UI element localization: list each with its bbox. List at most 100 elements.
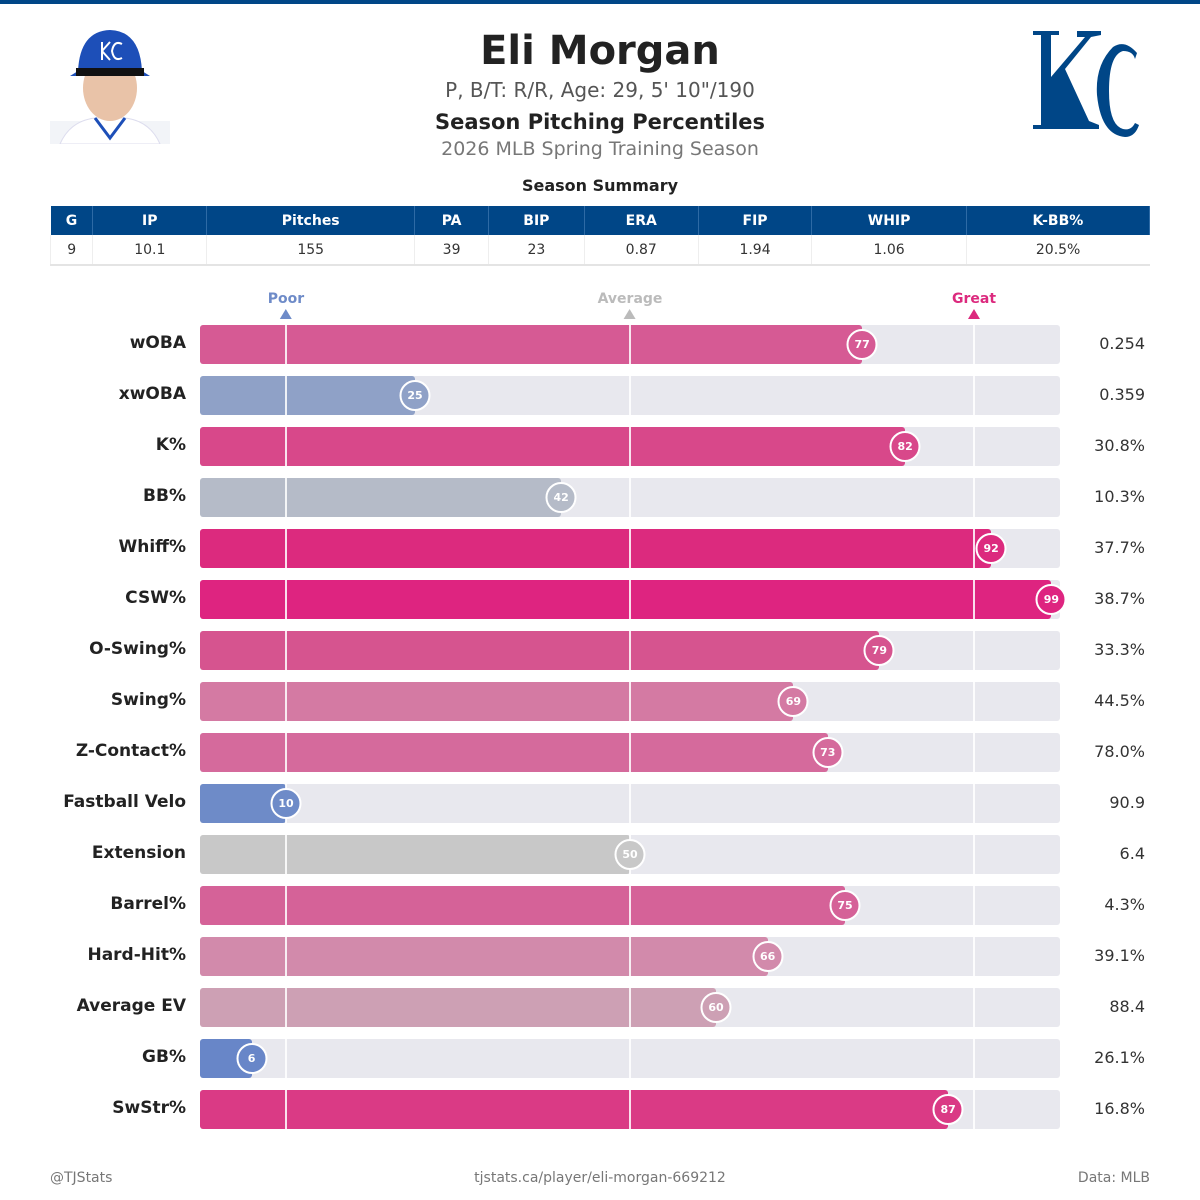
percentile-track: 50 [200,835,1060,874]
marker-label: Poor [267,291,305,307]
triangle-icon [968,309,980,319]
percentile-track: 79 [200,631,1060,670]
reference-line [629,376,631,415]
triangle-icon [280,309,292,319]
summary-title: Season Summary [521,176,679,195]
reference-line [973,631,975,670]
metric-name: Z-Contact% [75,741,186,761]
reference-line [629,478,631,517]
percentile-dot: 75 [829,890,861,921]
percentile-dot: 73 [812,737,844,768]
metric-name: K% [155,435,186,455]
reference-line [973,478,975,517]
percentile-track: 69 [200,682,1060,721]
percentile-bar [200,937,768,976]
reference-line [973,427,975,466]
marker-label: Great [951,291,997,307]
percentile-dot: 66 [752,941,784,972]
metric-name: O-Swing% [89,639,186,659]
percentile-track: 99 [200,580,1067,619]
metric-name: GB% [142,1047,186,1067]
chart-title: Season Pitching Percentiles [434,110,766,134]
percentile-track: 66 [200,937,1060,976]
percentile-dot: 69 [777,686,809,717]
reference-line [629,682,631,721]
metric-value: 38.7% [1094,589,1145,608]
reference-line [973,580,975,619]
reference-line [973,937,975,976]
season-label: 2026 MLB Spring Training Season [441,138,759,160]
reference-line [629,937,631,976]
metric-row: Fastball Velo 10 90.9 [0,784,1200,823]
metric-row: Z-Contact% 73 78.0% [0,733,1200,772]
summary-header: PA [414,206,489,235]
reference-line [285,1090,287,1129]
percentile-bar [200,427,906,466]
reference-line [629,886,631,925]
summary-header: ERA [584,206,699,235]
reference-line [629,427,631,466]
reference-line [629,631,631,670]
percentile-bar [200,886,845,925]
percentile-bar [200,325,863,364]
metric-row: GB% 6 26.1% [0,1039,1200,1078]
metric-row: SwStr% 87 16.8% [0,1090,1200,1129]
metric-value: 6.4 [1119,844,1145,863]
percentile-bar [200,580,1052,619]
percentile-track: 77 [200,325,1060,364]
reference-line [629,325,631,364]
footer-url[interactable]: tjstats.ca/player/eli-morgan-669212 [474,1170,726,1186]
summary-value-row: 9 10.1 155 39 23 0.87 1.94 1.06 20.5% [49,235,1150,266]
reference-line [285,886,287,925]
summary-value: 1.06 [811,235,967,266]
metric-name: xwOBA [118,384,186,404]
metric-name: Fastball Velo [63,792,186,812]
metric-value: 78.0% [1094,742,1145,761]
reference-line [973,1039,975,1078]
summary-header: FIP [698,206,813,235]
metric-name: BB% [143,486,186,506]
metric-value: 0.359 [1099,385,1145,404]
summary-value: 39 [414,235,489,266]
reference-line [629,1039,631,1078]
summary-header: BIP [488,206,585,235]
reference-line [285,325,287,364]
reference-line [285,376,287,415]
metric-name: Barrel% [110,894,186,914]
metric-row: O-Swing% 79 33.3% [0,631,1200,670]
reference-line [629,784,631,823]
percentile-dot: 60 [700,992,732,1023]
metric-row: CSW% 99 38.7% [0,580,1200,619]
percentile-bar [200,733,828,772]
percentile-track: 25 [200,376,1060,415]
metric-row: Whiff% 92 37.7% [0,529,1200,568]
player-bio: P, B/T: R/R, Age: 29, 5' 10"/190 [445,78,755,102]
reference-line [285,937,287,976]
metric-value: 88.4 [1109,997,1145,1016]
metric-value: 37.7% [1094,538,1145,557]
metric-value: 90.9 [1109,793,1145,812]
percentile-track: 73 [200,733,1060,772]
summary-value: 0.87 [583,235,699,266]
metric-name: Whiff% [118,537,187,557]
reference-line [973,784,975,823]
marker-great: Great [952,291,996,319]
percentile-track: 6 [200,1039,1060,1078]
top-bar [0,0,1200,4]
reference-line [629,580,631,619]
metric-value: 0.254 [1099,334,1145,353]
reference-line [285,988,287,1027]
summary-header: K-BB% [966,206,1151,235]
percentile-dot: 79 [863,635,895,666]
summary-value: 23 [487,235,585,266]
percentile-dot: 77 [846,329,878,360]
percentile-track: 60 [200,988,1060,1027]
reference-line [973,325,975,364]
metric-row: Hard-Hit% 66 39.1% [0,937,1200,976]
reference-line [629,1090,631,1129]
percentile-bar [200,835,630,874]
metric-row: K% 82 30.8% [0,427,1200,466]
marker-poor: Poor [268,291,304,319]
percentile-track: 42 [200,478,1060,517]
percentile-dot: 92 [975,533,1007,564]
